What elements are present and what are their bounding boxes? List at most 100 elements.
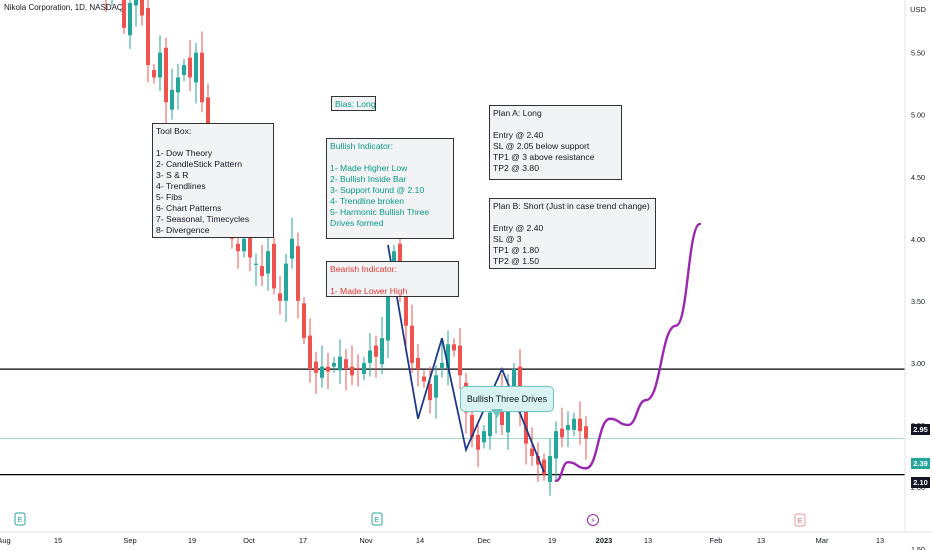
candle — [296, 232, 300, 319]
candle-body — [122, 0, 126, 28]
future-earnings-letter: E — [797, 516, 802, 525]
candle — [374, 335, 378, 378]
candle-body — [140, 0, 144, 16]
candle-body — [416, 357, 420, 370]
candle — [530, 427, 534, 466]
candle — [188, 40, 192, 92]
candle — [290, 217, 294, 269]
candle — [356, 354, 360, 387]
candle-body — [404, 293, 408, 326]
candle — [428, 366, 432, 414]
candle-body — [572, 418, 576, 430]
time-tick-label: Sep — [123, 536, 136, 545]
candle-body — [158, 52, 162, 78]
time-tick-label: 19 — [548, 536, 556, 545]
earnings-marker: E — [14, 512, 26, 526]
candle — [572, 412, 576, 437]
candle — [458, 328, 462, 389]
future-earnings-badge — [794, 513, 806, 527]
candle-body — [524, 405, 528, 444]
candle — [320, 345, 324, 388]
time-tick-label: Dec — [477, 536, 491, 545]
candle-body — [410, 325, 414, 363]
earnings-marker: E — [371, 512, 383, 526]
earnings-badge — [371, 512, 383, 526]
candle — [566, 411, 570, 448]
candle — [272, 237, 276, 295]
candle — [194, 42, 198, 104]
toolbox-note[interactable]: Tool Box: 1- Dow Theory 2- CandleStick P… — [152, 123, 274, 238]
time-tick-label: Mar — [816, 536, 829, 545]
time-tick-label: 14 — [416, 536, 424, 545]
candle — [308, 318, 312, 383]
candle — [422, 370, 426, 388]
bias-note[interactable]: Bias: Long — [331, 96, 376, 111]
candle-body — [266, 251, 270, 274]
candle — [314, 351, 318, 394]
candle-body — [326, 366, 330, 372]
candle — [152, 63, 156, 84]
candle-body — [296, 246, 300, 301]
candle-body — [584, 426, 588, 439]
candle — [446, 330, 450, 386]
candle-body — [386, 288, 390, 341]
candle-body — [194, 52, 198, 83]
candle-body — [356, 367, 360, 370]
candle-body — [272, 243, 276, 289]
time-axis: Aug 15 Sep 19 Oct 17 Nov 14 Dec 19 2023 13 Feb 13 Mar 1… — [0, 531, 932, 545]
horizontal-lines — [0, 368, 905, 476]
bearish-indicator-note[interactable]: Bearish Indicator: 1- Made Lower High — [326, 261, 459, 297]
projection-curve — [554, 222, 702, 482]
currency-label: USD — [910, 5, 926, 14]
time-tick-label: Oct — [243, 536, 256, 545]
bullish-indicator-note[interactable]: Bullish Indicator: 1- Made Higher Low 2-… — [326, 138, 454, 239]
candle — [140, 0, 144, 26]
candle-body — [368, 350, 372, 363]
candle — [440, 341, 444, 378]
earnings-badge — [14, 512, 26, 526]
candle-body — [236, 243, 240, 252]
time-tick-label: 15 — [54, 536, 62, 545]
candle — [434, 365, 438, 419]
candle-body — [302, 303, 306, 339]
callout-tail — [491, 409, 503, 418]
plan-b-note[interactable]: Plan B: Short (Just in case trend change… — [489, 198, 656, 269]
candle-body — [344, 359, 348, 370]
candle — [164, 37, 168, 124]
price-tick-label: 5.50 — [911, 49, 925, 58]
candle — [338, 339, 342, 384]
candle-body — [530, 448, 534, 456]
earnings-letter: E — [374, 515, 379, 524]
candle — [554, 421, 558, 480]
candle — [560, 407, 564, 448]
bullish-three-drives-callout[interactable]: Bullish Three Drives — [460, 386, 554, 412]
candle-body — [134, 0, 138, 6]
candle — [362, 356, 366, 381]
candle-body — [320, 366, 324, 378]
candle-body — [458, 345, 462, 376]
future-earnings-marker: E — [794, 513, 806, 527]
candle — [146, 0, 150, 83]
dividend-marker: ⚡ — [587, 514, 599, 526]
candle — [542, 453, 546, 481]
candle-body — [536, 455, 540, 465]
candle-body — [290, 238, 294, 259]
plan-a-note[interactable]: Plan A: Long Entry @ 2.40 SL @ 2.05 belo… — [489, 105, 622, 180]
candle — [584, 416, 588, 460]
candle-body — [278, 293, 282, 301]
time-tick-label: 2023 — [596, 536, 613, 545]
time-tick-label: 13 — [757, 536, 765, 545]
time-tick-label: 13 — [644, 536, 652, 545]
candle-body — [446, 344, 450, 368]
time-tick-label: 19 — [188, 536, 196, 545]
candle-body — [488, 412, 492, 437]
candle — [536, 442, 540, 483]
candle — [578, 401, 582, 445]
candle — [482, 424, 486, 449]
lightning-badge — [587, 514, 599, 526]
candle — [254, 253, 258, 286]
price-tick-label: 5.00 — [911, 111, 925, 120]
candle-body — [476, 434, 480, 450]
candle — [111, 0, 113, 6]
